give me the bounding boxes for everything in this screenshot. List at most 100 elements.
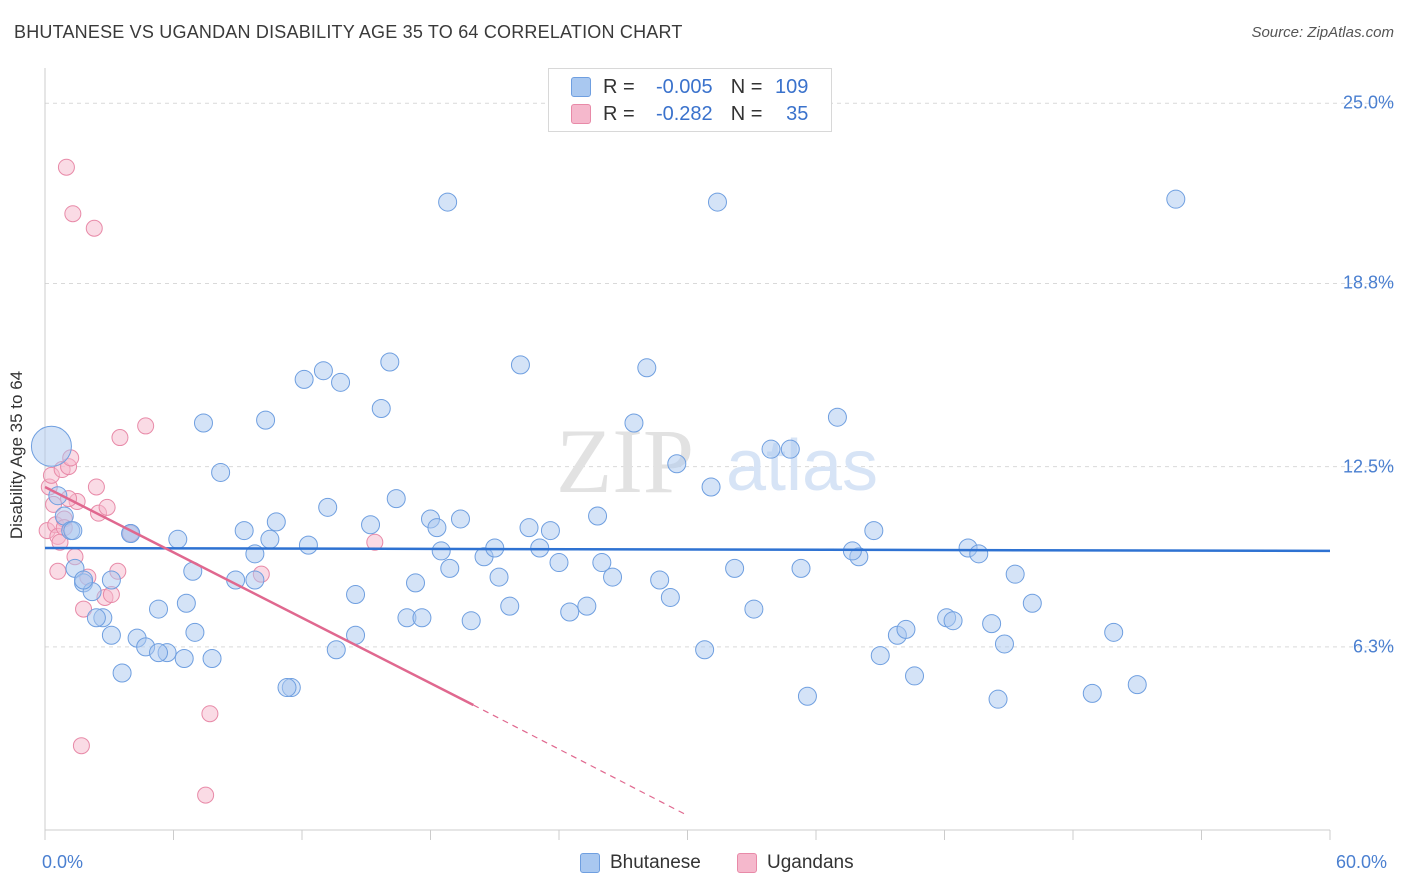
legend-row-ugandans: R = -0.282 N = 35 <box>571 101 808 127</box>
bhutanese-point <box>969 544 989 564</box>
bhutanese-point <box>725 558 745 578</box>
bhutanese-point <box>1104 622 1124 642</box>
bhutanese-point <box>1082 683 1102 703</box>
bhutanese-point <box>211 462 231 482</box>
ugandans-point <box>87 478 105 496</box>
bhutanese-point <box>603 567 623 587</box>
blue-swatch-icon <box>580 853 600 873</box>
bhutanese-point <box>864 521 884 541</box>
bhutanese-point <box>896 619 916 639</box>
y-tick-label: 18.8% <box>1342 272 1394 293</box>
bhutanese-point <box>277 678 297 698</box>
bhutanese-point <box>761 439 781 459</box>
bhutanese-point <box>701 477 721 497</box>
bhutanese-point <box>982 614 1002 634</box>
legend-item-bhutanese: Bhutanese <box>580 852 701 874</box>
bhutanese-point <box>560 602 580 622</box>
bhutanese-point <box>380 352 400 372</box>
bhutanese-point <box>30 425 72 467</box>
chart-title: BHUTANESE VS UGANDAN DISABILITY AGE 35 T… <box>14 22 683 42</box>
bhutanese-point <box>624 413 644 433</box>
bhutanese-point <box>1005 564 1025 584</box>
ugandans-point <box>137 417 155 435</box>
watermark: ZIP atlas <box>556 410 878 512</box>
legend-label: Bhutanese <box>610 852 701 873</box>
y-tick-label: 25.0% <box>1342 92 1394 113</box>
legend-row-bhutanese: R = -0.005 N = 109 <box>571 74 808 100</box>
ugandans-point <box>366 533 384 551</box>
bhutanese-point <box>1166 189 1186 209</box>
bhutanese-point <box>202 648 222 668</box>
bhutanese-point <box>371 398 391 418</box>
bhutanese-trend-line <box>44 546 1331 553</box>
bhutanese-point <box>707 192 727 212</box>
bhutanese-point <box>592 553 612 573</box>
y-tick-label: 6.3% <box>1352 636 1394 657</box>
bhutanese-point <box>294 369 314 389</box>
watermark-atlas: atlas <box>726 426 878 506</box>
ugandans-point <box>57 158 75 176</box>
y-axis-label: Disability Age 35 to 64 <box>7 370 26 540</box>
bhutanese-point <box>500 596 520 616</box>
legend-n-label: N = <box>730 75 763 98</box>
bhutanese-point <box>63 521 83 541</box>
bhutanese-point <box>660 587 680 607</box>
bhutanese-point <box>540 521 560 541</box>
bhutanese-point <box>637 358 657 378</box>
bhutanese-point <box>461 611 481 631</box>
bhutanese-point <box>695 640 715 660</box>
bhutanese-point <box>185 622 205 642</box>
bhutanese-point <box>260 529 280 549</box>
x-tick-label-max: 60.0% <box>1336 852 1388 872</box>
legend-n-label: N = <box>730 102 763 125</box>
bhutanese-point <box>331 372 351 392</box>
grid-lines <box>45 102 1392 648</box>
ugandans-point <box>72 737 90 755</box>
bhutanese-point <box>74 570 94 590</box>
bhutanese-point <box>791 558 811 578</box>
bhutanese-point <box>149 599 169 619</box>
legend-n-value: 109 <box>775 75 809 98</box>
correlation-legend: R = -0.005 N = 109 R = -0.282 N = 35 <box>548 68 832 132</box>
legend-label: Ugandans <box>767 852 854 873</box>
bhutanese-point <box>870 646 890 666</box>
ugandans-point <box>64 205 82 223</box>
bhutanese-point <box>318 497 338 517</box>
ugandans-point <box>98 498 116 516</box>
bhutanese-point <box>797 686 817 706</box>
bhutanese-point <box>943 611 963 631</box>
legend-r-value: -0.005 <box>655 75 713 98</box>
bhutanese-point <box>101 570 121 590</box>
bhutanese-point <box>827 407 847 427</box>
bhutanese-point <box>510 355 530 375</box>
bhutanese-point <box>313 361 333 381</box>
ugandans-point <box>75 600 93 618</box>
ugandans-point <box>111 429 129 447</box>
bhutanese-point <box>101 625 121 645</box>
bhutanese-point <box>193 413 213 433</box>
bhutanese-point <box>149 643 169 663</box>
bhutanese-points <box>30 189 1186 709</box>
bhutanese-point <box>245 570 265 590</box>
bhutanese-point <box>1127 675 1147 695</box>
legend-r-value: -0.282 <box>655 102 713 125</box>
bhutanese-point <box>406 573 426 593</box>
bhutanese-point <box>744 599 764 619</box>
bhutanese-point <box>176 593 196 613</box>
bhutanese-point <box>588 506 608 526</box>
bhutanese-point <box>994 634 1014 654</box>
bhutanese-point <box>266 512 286 532</box>
bhutanese-point <box>1022 593 1042 613</box>
ugandans-point <box>49 562 67 580</box>
ugandans-point <box>51 533 69 551</box>
bhutanese-point <box>298 535 318 555</box>
bhutanese-point <box>427 518 447 538</box>
bhutanese-point <box>450 509 470 529</box>
bhutanese-point <box>577 596 597 616</box>
legend-r-label: R = <box>603 102 635 125</box>
legend-item-ugandans: Ugandans <box>737 852 854 874</box>
legend-n-value: 35 <box>786 102 809 125</box>
ugandans-point <box>197 786 215 804</box>
ugandans-point <box>201 705 219 723</box>
